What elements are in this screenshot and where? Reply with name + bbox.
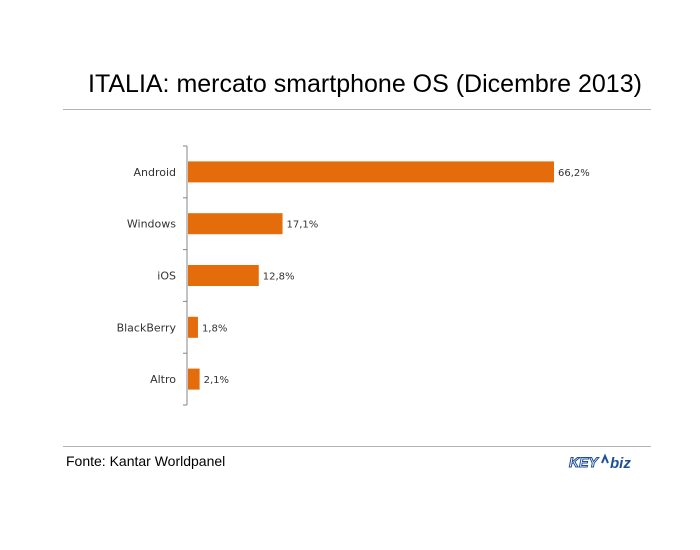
value-label: 12,8% bbox=[263, 272, 295, 283]
title-divider bbox=[63, 109, 651, 110]
keybiz-logo: KEY biz bbox=[569, 453, 631, 472]
value-label: 17,1% bbox=[287, 220, 319, 231]
category-label: iOS bbox=[157, 270, 176, 283]
logo-arrow-icon bbox=[601, 453, 609, 464]
source-note: Fonte: Kantar Worldpanel bbox=[66, 453, 226, 469]
value-label: 2,1% bbox=[204, 375, 229, 386]
category-label: Android bbox=[133, 166, 176, 179]
bar-altro bbox=[188, 368, 200, 390]
bar-windows bbox=[188, 213, 283, 235]
bar-ios bbox=[188, 265, 259, 286]
footer-divider bbox=[63, 446, 651, 447]
value-label: 66,2% bbox=[558, 168, 590, 179]
logo-key-text: KEY bbox=[569, 454, 599, 470]
value-label: 1,8% bbox=[202, 323, 227, 334]
category-label: Altro bbox=[150, 373, 176, 386]
bar-android bbox=[188, 161, 554, 183]
logo-biz-text: biz bbox=[610, 455, 631, 472]
bar-blackberry bbox=[188, 316, 198, 338]
category-label: BlackBerry bbox=[117, 321, 177, 334]
chart-title: ITALIA: mercato smartphone OS (Dicembre … bbox=[88, 70, 642, 98]
category-label: Windows bbox=[127, 218, 176, 231]
